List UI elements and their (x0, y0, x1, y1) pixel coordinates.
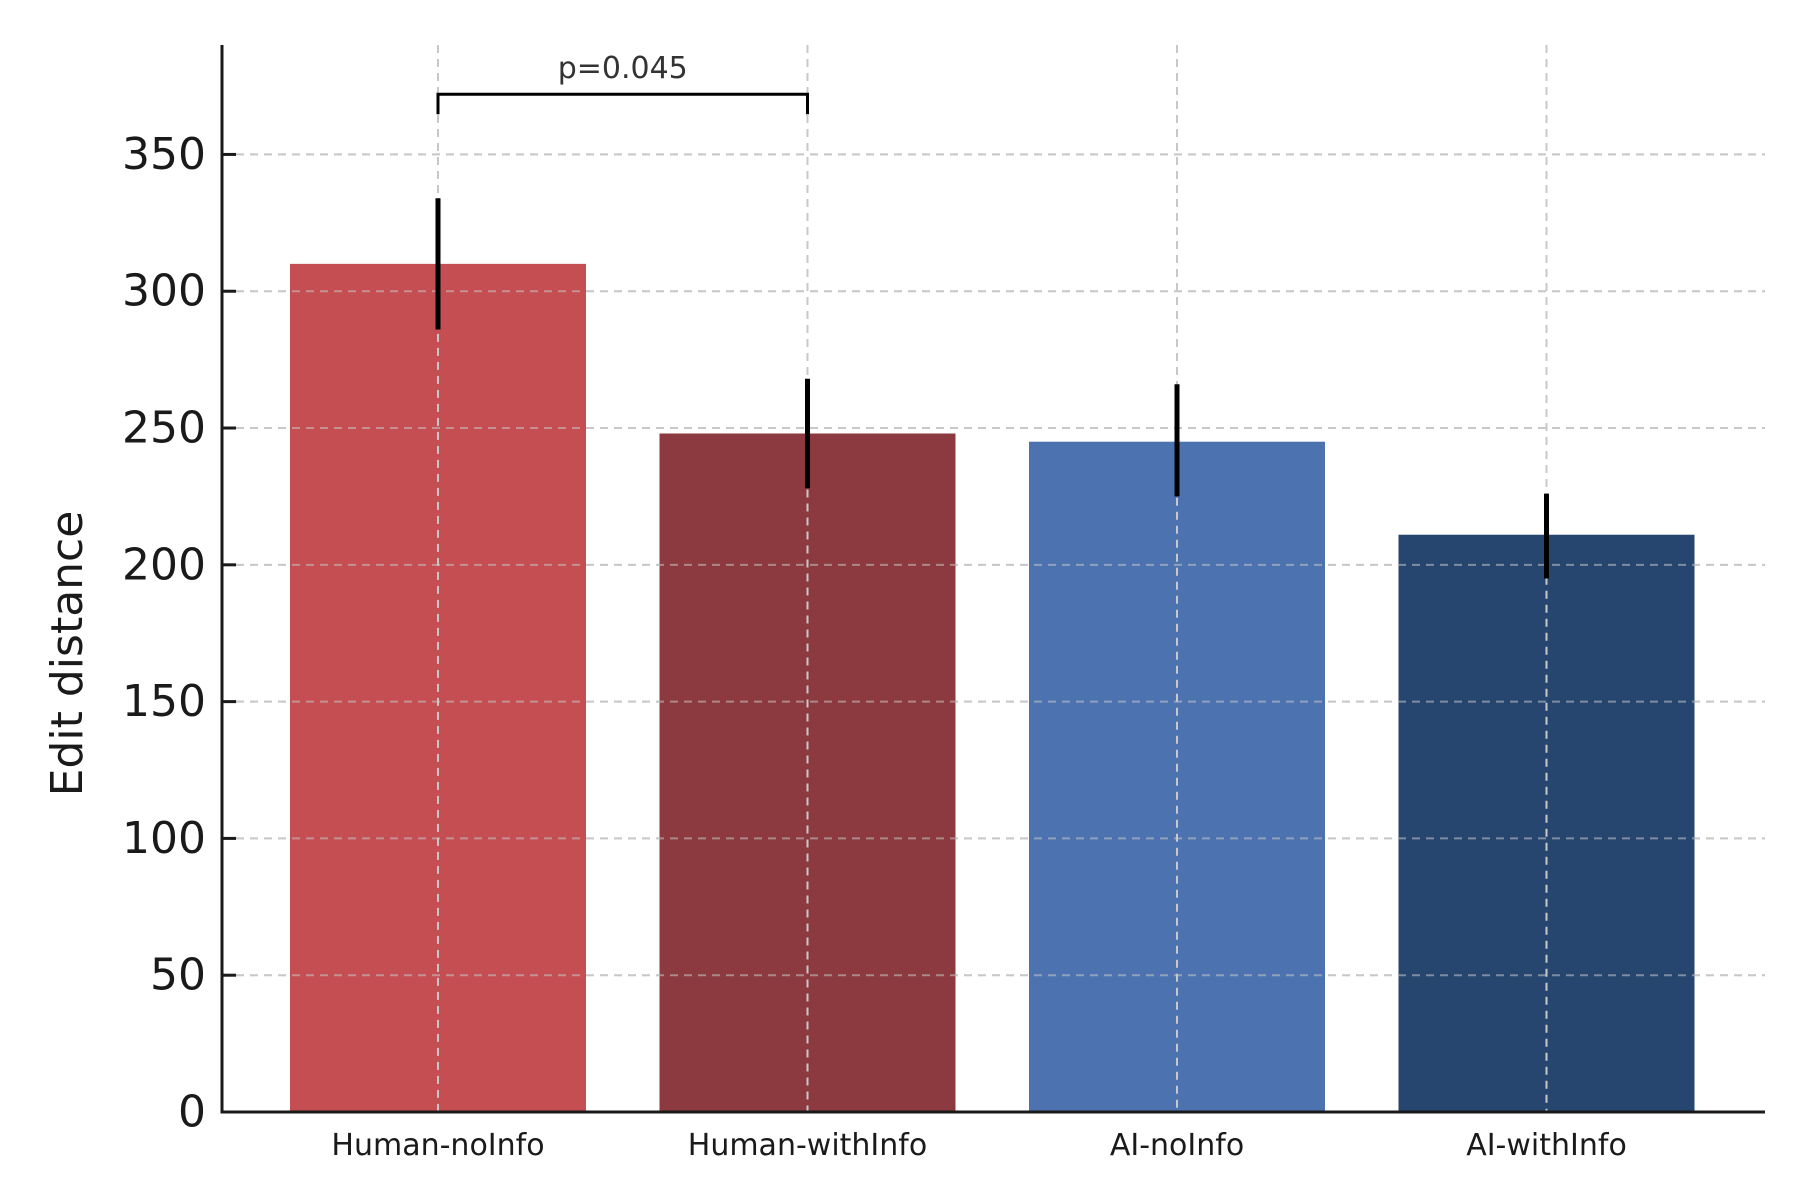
y-tick-label-150: 150 (122, 676, 206, 727)
bar-AI-noInfo (1029, 441, 1325, 1112)
annotation-layer: p=0.045 (436, 51, 809, 115)
significance-label: p=0.045 (558, 51, 688, 86)
y-tick-label-350: 350 (122, 129, 206, 180)
bars-layer (290, 263, 1695, 1112)
error-bars-layer (222, 153, 1765, 1112)
y-axis-title: Edit distance (42, 511, 93, 797)
x-tick-label-Human-noInfo: Human-noInfo (331, 1128, 544, 1163)
y-tick-label-50: 50 (150, 950, 206, 1001)
y-tick-label-0: 0 (178, 1087, 206, 1138)
y-tick-label-100: 100 (122, 813, 206, 864)
x-tick-label-AI-withInfo: AI-withInfo (1466, 1128, 1627, 1163)
y-tick-label-200: 200 (122, 539, 206, 590)
y-tick-label-250: 250 (122, 403, 206, 454)
x-tick-label-Human-withInfo: Human-withInfo (688, 1128, 927, 1163)
axes-layer (220, 45, 1765, 1114)
x-tick-label-AI-noInfo: AI-noInfo (1110, 1128, 1244, 1163)
significance-bracket (436, 92, 809, 115)
labels-layer: 0 50 100 150 200 250 300 350 Human-noInfo Human-w… (42, 129, 1627, 1163)
y-tick-label-300: 300 (122, 266, 206, 317)
